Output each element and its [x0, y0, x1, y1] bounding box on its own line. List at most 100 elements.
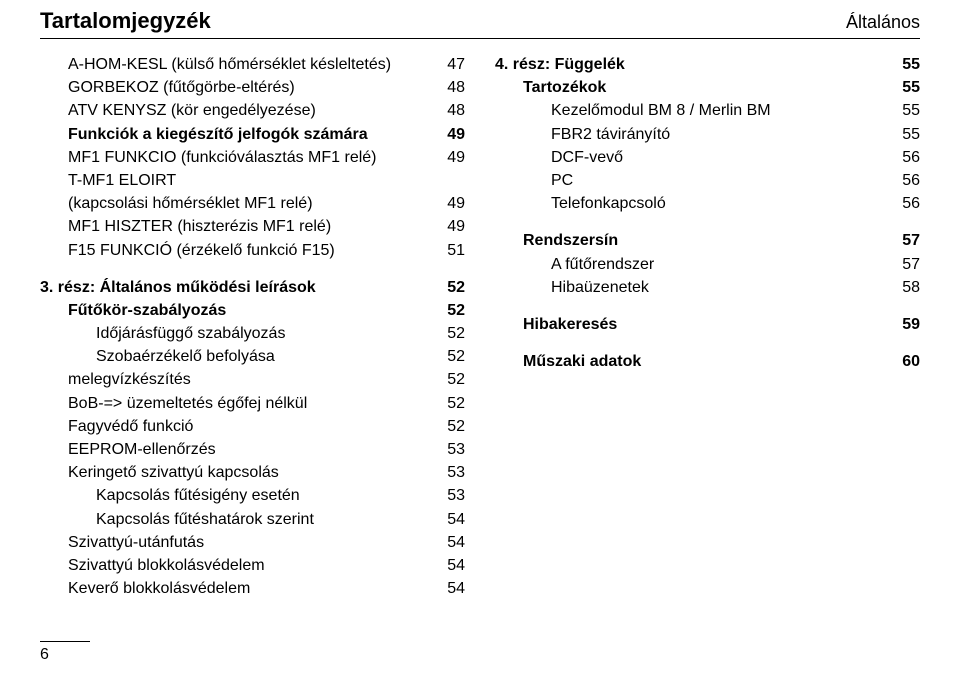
toc-row: Szivattyú-utánfutás 54 [40, 531, 465, 554]
toc-label: Kapcsolás fűtéshatárok szerint [40, 508, 314, 531]
toc-row: DCF-vevő 56 [495, 146, 920, 169]
toc-label: Kapcsolás fűtésigény esetén [40, 484, 300, 507]
toc-page: 55 [890, 76, 920, 99]
toc-label: Telefonkapcsoló [495, 192, 666, 215]
toc-row: GORBEKOZ (fűtőgörbe-eltérés)48 [40, 76, 465, 99]
toc-row: F15 FUNKCIÓ (érzékelő funkció F15) 51 [40, 239, 465, 262]
toc-row: Telefonkapcsoló 56 [495, 192, 920, 215]
toc-row: Keringető szivattyú kapcsolás 53 [40, 461, 465, 484]
toc-page: 48 [435, 99, 465, 122]
toc-row: PC56 [495, 169, 920, 192]
toc-page: 55 [890, 53, 920, 76]
toc-label: EEPROM-ellenőrzés [40, 438, 216, 461]
toc-page: 52 [435, 322, 465, 345]
column-right: 4. rész: Függelék55Tartozékok55Kezelőmod… [495, 53, 920, 600]
toc-page: 49 [435, 146, 465, 169]
toc-row: Tartozékok55 [495, 76, 920, 99]
toc-label: Rendszersín [495, 229, 618, 252]
toc-row: Keverő blokkolásvédelem 54 [40, 577, 465, 600]
toc-page: 53 [435, 461, 465, 484]
toc-page: 54 [435, 508, 465, 531]
spacer [40, 262, 465, 276]
spacer [495, 336, 920, 350]
spacer [495, 215, 920, 229]
toc-label: 3. rész: Általános működési leírások [40, 276, 316, 299]
toc-row: Fagyvédő funkció 52 [40, 415, 465, 438]
toc-label: (kapcsolási hőmérséklet MF1 relé) [40, 192, 313, 215]
toc-row: melegvízkészítés52 [40, 368, 465, 391]
toc-page: 52 [435, 299, 465, 322]
toc-label: F15 FUNKCIÓ (érzékelő funkció F15) [40, 239, 335, 262]
toc-page: 52 [435, 415, 465, 438]
toc-page: 53 [435, 484, 465, 507]
toc-label: melegvízkészítés [40, 368, 191, 391]
toc-row: Funkciók a kiegészítő jelfogók számára 49 [40, 123, 465, 146]
toc-label: MF1 FUNKCIO (funkcióválasztás MF1 relé) [40, 146, 377, 169]
toc-page: 58 [890, 276, 920, 299]
toc-page: 54 [435, 577, 465, 600]
toc-page: 56 [890, 146, 920, 169]
toc-row: Szivattyú blokkolásvédelem54 [40, 554, 465, 577]
toc-row: EEPROM-ellenőrzés53 [40, 438, 465, 461]
toc-page: 54 [435, 531, 465, 554]
toc-page [435, 169, 465, 192]
toc-row: Hibakeresés59 [495, 313, 920, 336]
toc-row: Hibaüzenetek 58 [495, 276, 920, 299]
toc-page: 55 [890, 123, 920, 146]
toc-page: 52 [435, 345, 465, 368]
toc-row: A fűtőrendszer57 [495, 253, 920, 276]
toc-row: T-MF1 ELOIRT [40, 169, 465, 192]
toc-label: Szivattyú blokkolásvédelem [40, 554, 265, 577]
toc-label: 4. rész: Függelék [495, 53, 625, 76]
toc-label: A fűtőrendszer [495, 253, 654, 276]
toc-label: Keverő blokkolásvédelem [40, 577, 250, 600]
toc-page: 51 [435, 239, 465, 262]
toc-page: 59 [890, 313, 920, 336]
toc-label: Fagyvédő funkció [40, 415, 193, 438]
toc-row: ATV KENYSZ (kör engedélyezése) 48 [40, 99, 465, 122]
toc-label: MF1 HISZTER (hiszterézis MF1 relé) [40, 215, 331, 238]
toc-label: Időjárásfüggő szabályozás [40, 322, 285, 345]
toc-page: 52 [435, 392, 465, 415]
toc-label: Szivattyú-utánfutás [40, 531, 204, 554]
toc-row: (kapcsolási hőmérséklet MF1 relé) 49 [40, 192, 465, 215]
toc-page: 56 [890, 169, 920, 192]
header: Tartalomjegyzék Általános [40, 8, 920, 39]
footer: 6 [40, 641, 90, 664]
toc-label: Kezelőmodul BM 8 / Merlin BM [495, 99, 771, 122]
toc-page: 49 [435, 192, 465, 215]
toc-label: DCF-vevő [495, 146, 623, 169]
toc-row: 4. rész: Függelék 55 [495, 53, 920, 76]
toc-row: FBR2 távirányító 55 [495, 123, 920, 146]
toc-label: Funkciók a kiegészítő jelfogók számára [40, 123, 368, 146]
column-left: A-HOM-KESL (külső hőmérséklet késlelteté… [40, 53, 465, 600]
toc-row: Időjárásfüggő szabályozás 52 [40, 322, 465, 345]
toc-label: FBR2 távirányító [495, 123, 670, 146]
toc-label: ATV KENYSZ (kör engedélyezése) [40, 99, 316, 122]
toc-page: 56 [890, 192, 920, 215]
toc-row: 3. rész: Általános működési leírások52 [40, 276, 465, 299]
toc-row: MF1 FUNKCIO (funkcióválasztás MF1 relé) 4… [40, 146, 465, 169]
toc-label: Fűtőkör-szabályozás [40, 299, 226, 322]
toc-row: Kapcsolás fűtésigény esetén 53 [40, 484, 465, 507]
toc-row: Szobaérzékelő befolyása52 [40, 345, 465, 368]
toc-label: BoB-=> üzemeltetés égőfej nélkül [40, 392, 307, 415]
toc-label: A-HOM-KESL (külső hőmérséklet késlelteté… [40, 53, 391, 76]
toc-page: 55 [890, 99, 920, 122]
toc-page: 48 [435, 76, 465, 99]
toc-label: Keringető szivattyú kapcsolás [40, 461, 279, 484]
toc-page: 57 [890, 229, 920, 252]
toc-row: Műszaki adatok 60 [495, 350, 920, 373]
toc-label: T-MF1 ELOIRT [40, 169, 176, 192]
toc-page: 49 [435, 215, 465, 238]
toc-label: Műszaki adatok [495, 350, 641, 373]
toc-row: BoB-=> üzemeltetés égőfej nélkül 52 [40, 392, 465, 415]
toc-page: 49 [435, 123, 465, 146]
columns: A-HOM-KESL (külső hőmérséklet késlelteté… [40, 53, 920, 600]
toc-row: Fűtőkör-szabályozás 52 [40, 299, 465, 322]
toc-label: Hibaüzenetek [495, 276, 649, 299]
footer-line [40, 641, 90, 642]
spacer [495, 299, 920, 313]
toc-page: 60 [890, 350, 920, 373]
page-title: Tartalomjegyzék [40, 8, 211, 34]
